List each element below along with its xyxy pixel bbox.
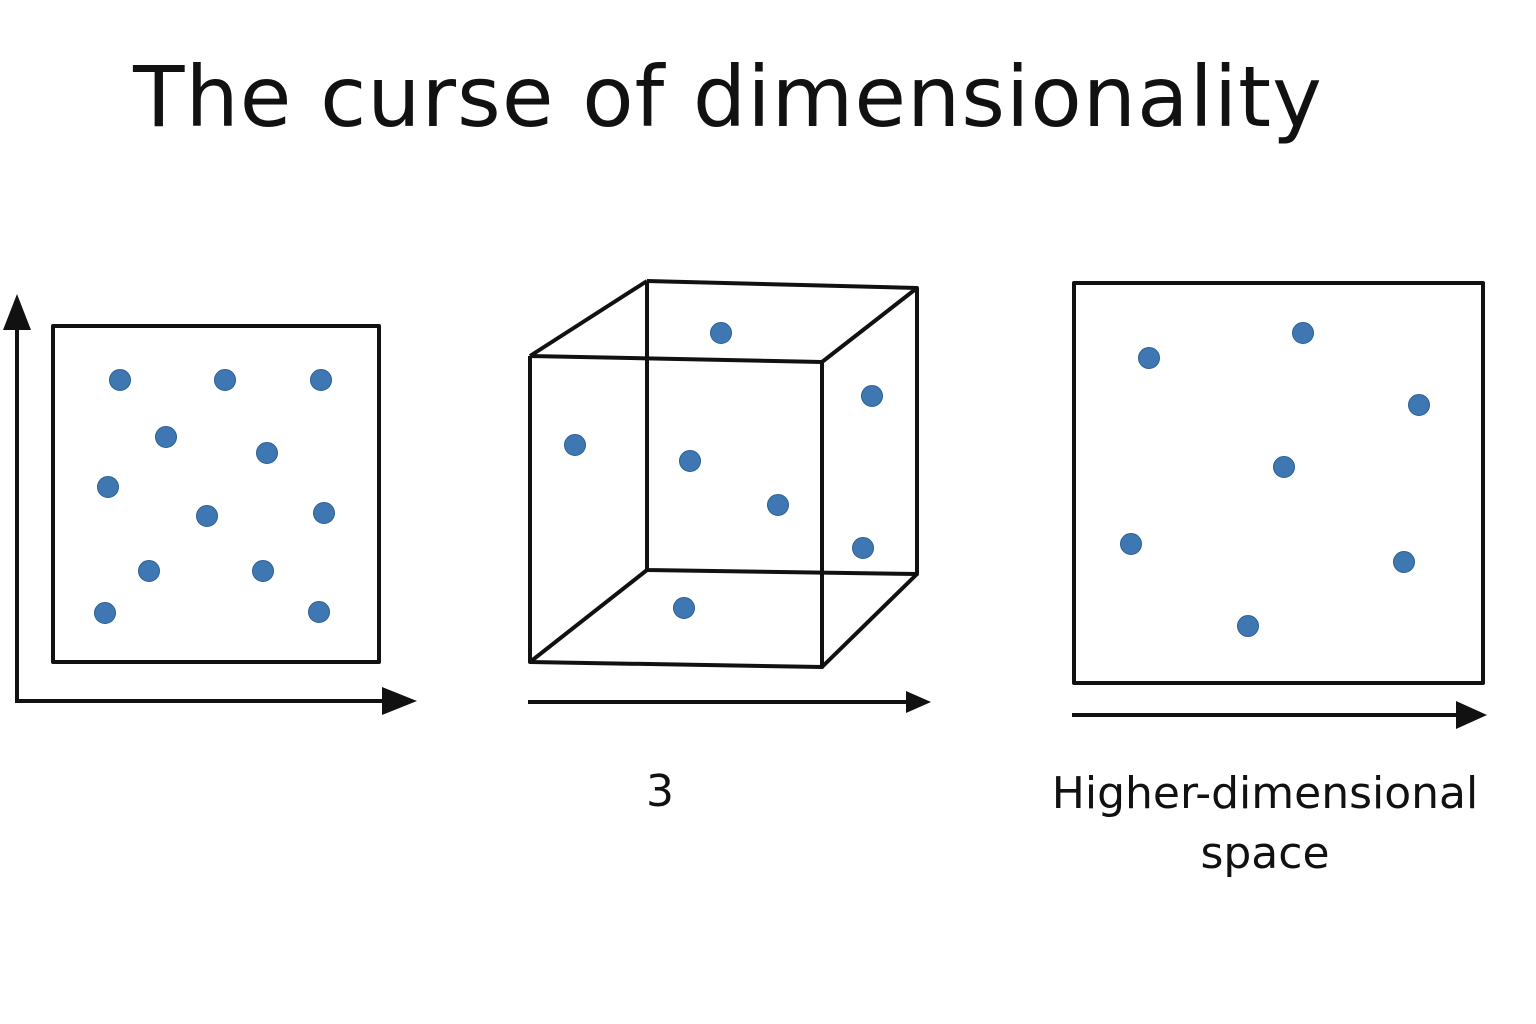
data-point: [564, 434, 586, 456]
data-point: [256, 442, 278, 464]
label-high-dim-line1: Higher-dimensional: [1051, 768, 1479, 819]
data-point: [767, 494, 789, 516]
x-axis-high-dim-arrowhead: [1456, 701, 1487, 729]
cube-edge: [820, 286, 919, 364]
data-point: [673, 597, 695, 619]
points-2d: [94, 369, 335, 624]
data-point: [109, 369, 131, 391]
page-title: The curse of dimensionality: [133, 48, 1323, 146]
x-axis-3d-arrowhead: [906, 691, 931, 713]
label-high-dim-line2: space: [1200, 828, 1330, 879]
square-2d: [51, 324, 381, 664]
y-axis-arrowhead: [3, 294, 31, 330]
data-point: [1273, 456, 1295, 478]
label-high-dim: Higher-dimensional space: [1030, 764, 1500, 884]
points-3d: [564, 322, 883, 619]
data-point: [310, 369, 332, 391]
cube-edge: [528, 279, 649, 358]
data-point: [252, 560, 274, 582]
label-3d: 3: [646, 766, 674, 817]
square-high-dim: [1072, 281, 1485, 685]
data-point: [1292, 322, 1314, 344]
panel-2d: [3, 294, 417, 715]
data-point: [710, 322, 732, 344]
data-point: [1408, 394, 1430, 416]
data-point: [138, 560, 160, 582]
panel-3d: [528, 279, 931, 713]
data-point: [313, 502, 335, 524]
data-point: [861, 385, 883, 407]
panel-high-dim: [1072, 281, 1487, 729]
data-point: [852, 537, 874, 559]
data-point: [1237, 615, 1259, 637]
data-point: [94, 602, 116, 624]
data-point: [1393, 551, 1415, 573]
data-point: [1120, 533, 1142, 555]
x-axis-arrowhead: [382, 687, 417, 715]
points-high-dim: [1120, 322, 1430, 637]
data-point: [679, 450, 701, 472]
data-point: [1138, 347, 1160, 369]
cube-edge: [820, 572, 919, 669]
data-point: [214, 369, 236, 391]
data-point: [196, 505, 218, 527]
cube-back-face: [645, 279, 919, 576]
data-point: [308, 601, 330, 623]
cube-edge: [528, 568, 649, 664]
data-point: [155, 426, 177, 448]
data-point: [97, 476, 119, 498]
